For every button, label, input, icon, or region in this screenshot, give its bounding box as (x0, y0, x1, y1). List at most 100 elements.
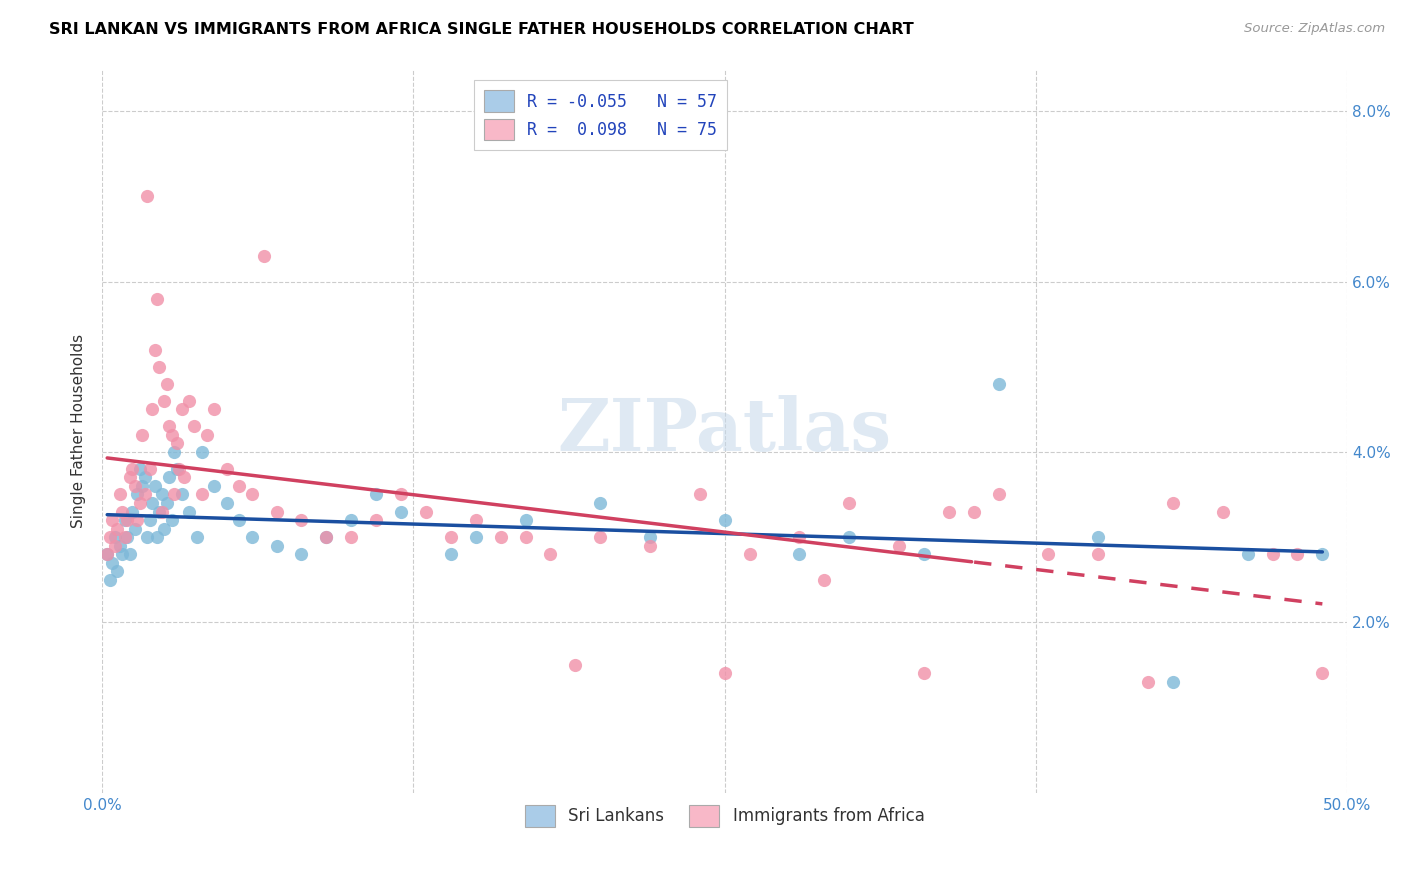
Point (104, 539, 127, 553)
Text: Source: ZipAtlas.com: Source: ZipAtlas.com (1244, 22, 1385, 36)
Point (366, 487, 388, 501)
Point (124, 479, 146, 493)
Point (215, 496, 238, 510)
Point (638, 530, 661, 544)
Point (125, 487, 148, 501)
Point (638, 539, 661, 553)
Point (589, 496, 612, 510)
Point (118, 470, 141, 484)
Point (228, 513, 250, 527)
Point (125, 513, 148, 527)
Point (105, 522, 128, 536)
Point (389, 487, 412, 501)
Point (389, 504, 412, 518)
Point (96, 547, 118, 561)
Point (415, 504, 437, 518)
Point (1161, 674, 1184, 689)
Point (169, 462, 191, 476)
Point (489, 530, 512, 544)
Point (108, 487, 131, 501)
Point (838, 530, 860, 544)
Point (114, 513, 136, 527)
Point (464, 513, 486, 527)
Point (1212, 504, 1234, 518)
Point (101, 513, 124, 527)
Point (215, 462, 238, 476)
Point (111, 504, 134, 518)
Point (101, 556, 124, 570)
Point (266, 504, 288, 518)
Point (240, 530, 263, 544)
Point (440, 547, 463, 561)
Point (128, 496, 150, 510)
Point (156, 496, 179, 510)
Point (138, 462, 160, 476)
Point (146, 530, 169, 544)
Point (987, 376, 1010, 391)
Point (179, 504, 201, 518)
Point (104, 530, 127, 544)
Point (538, 547, 561, 561)
Point (340, 530, 363, 544)
Point (114, 530, 136, 544)
Point (713, 666, 735, 681)
Point (963, 504, 986, 518)
Point (136, 530, 159, 544)
Point (564, 657, 586, 672)
Point (111, 547, 134, 561)
Point (789, 547, 811, 561)
Point (141, 402, 163, 417)
Point (202, 479, 225, 493)
Point (138, 513, 160, 527)
Point (118, 547, 141, 561)
Point (887, 539, 910, 553)
Point (689, 487, 711, 501)
Point (315, 530, 337, 544)
Point (131, 427, 153, 442)
Point (191, 487, 214, 501)
Point (290, 513, 312, 527)
Point (160, 513, 183, 527)
Point (938, 504, 960, 518)
Point (170, 402, 193, 417)
Point (159, 470, 181, 484)
Point (115, 513, 138, 527)
Point (1137, 674, 1160, 689)
Point (96, 547, 118, 561)
Point (115, 530, 138, 544)
Point (713, 513, 735, 527)
Point (166, 462, 188, 476)
Point (240, 487, 263, 501)
Point (128, 462, 150, 476)
Y-axis label: Single Father Households: Single Father Households (72, 334, 86, 528)
Point (141, 496, 163, 510)
Point (146, 292, 169, 306)
Point (150, 487, 173, 501)
Point (124, 522, 146, 536)
Point (195, 427, 218, 442)
Point (366, 513, 388, 527)
Point (987, 487, 1010, 501)
Point (1312, 547, 1334, 561)
Point (290, 547, 312, 561)
Point (160, 427, 183, 442)
Point (253, 249, 276, 263)
Point (186, 530, 208, 544)
Point (98, 573, 121, 587)
Point (191, 445, 214, 459)
Text: SRI LANKAN VS IMMIGRANTS FROM AFRICA SINGLE FATHER HOUSEHOLDS CORRELATION CHART: SRI LANKAN VS IMMIGRANTS FROM AFRICA SIN… (49, 22, 914, 37)
Point (789, 530, 811, 544)
Point (143, 479, 166, 493)
Point (166, 436, 188, 450)
Point (228, 479, 250, 493)
Point (159, 419, 181, 434)
Point (813, 573, 835, 587)
Point (1038, 547, 1060, 561)
Point (315, 530, 337, 544)
Point (170, 487, 193, 501)
Point (136, 189, 159, 203)
Point (1261, 547, 1284, 561)
Point (589, 530, 612, 544)
Point (121, 462, 143, 476)
Point (340, 513, 363, 527)
